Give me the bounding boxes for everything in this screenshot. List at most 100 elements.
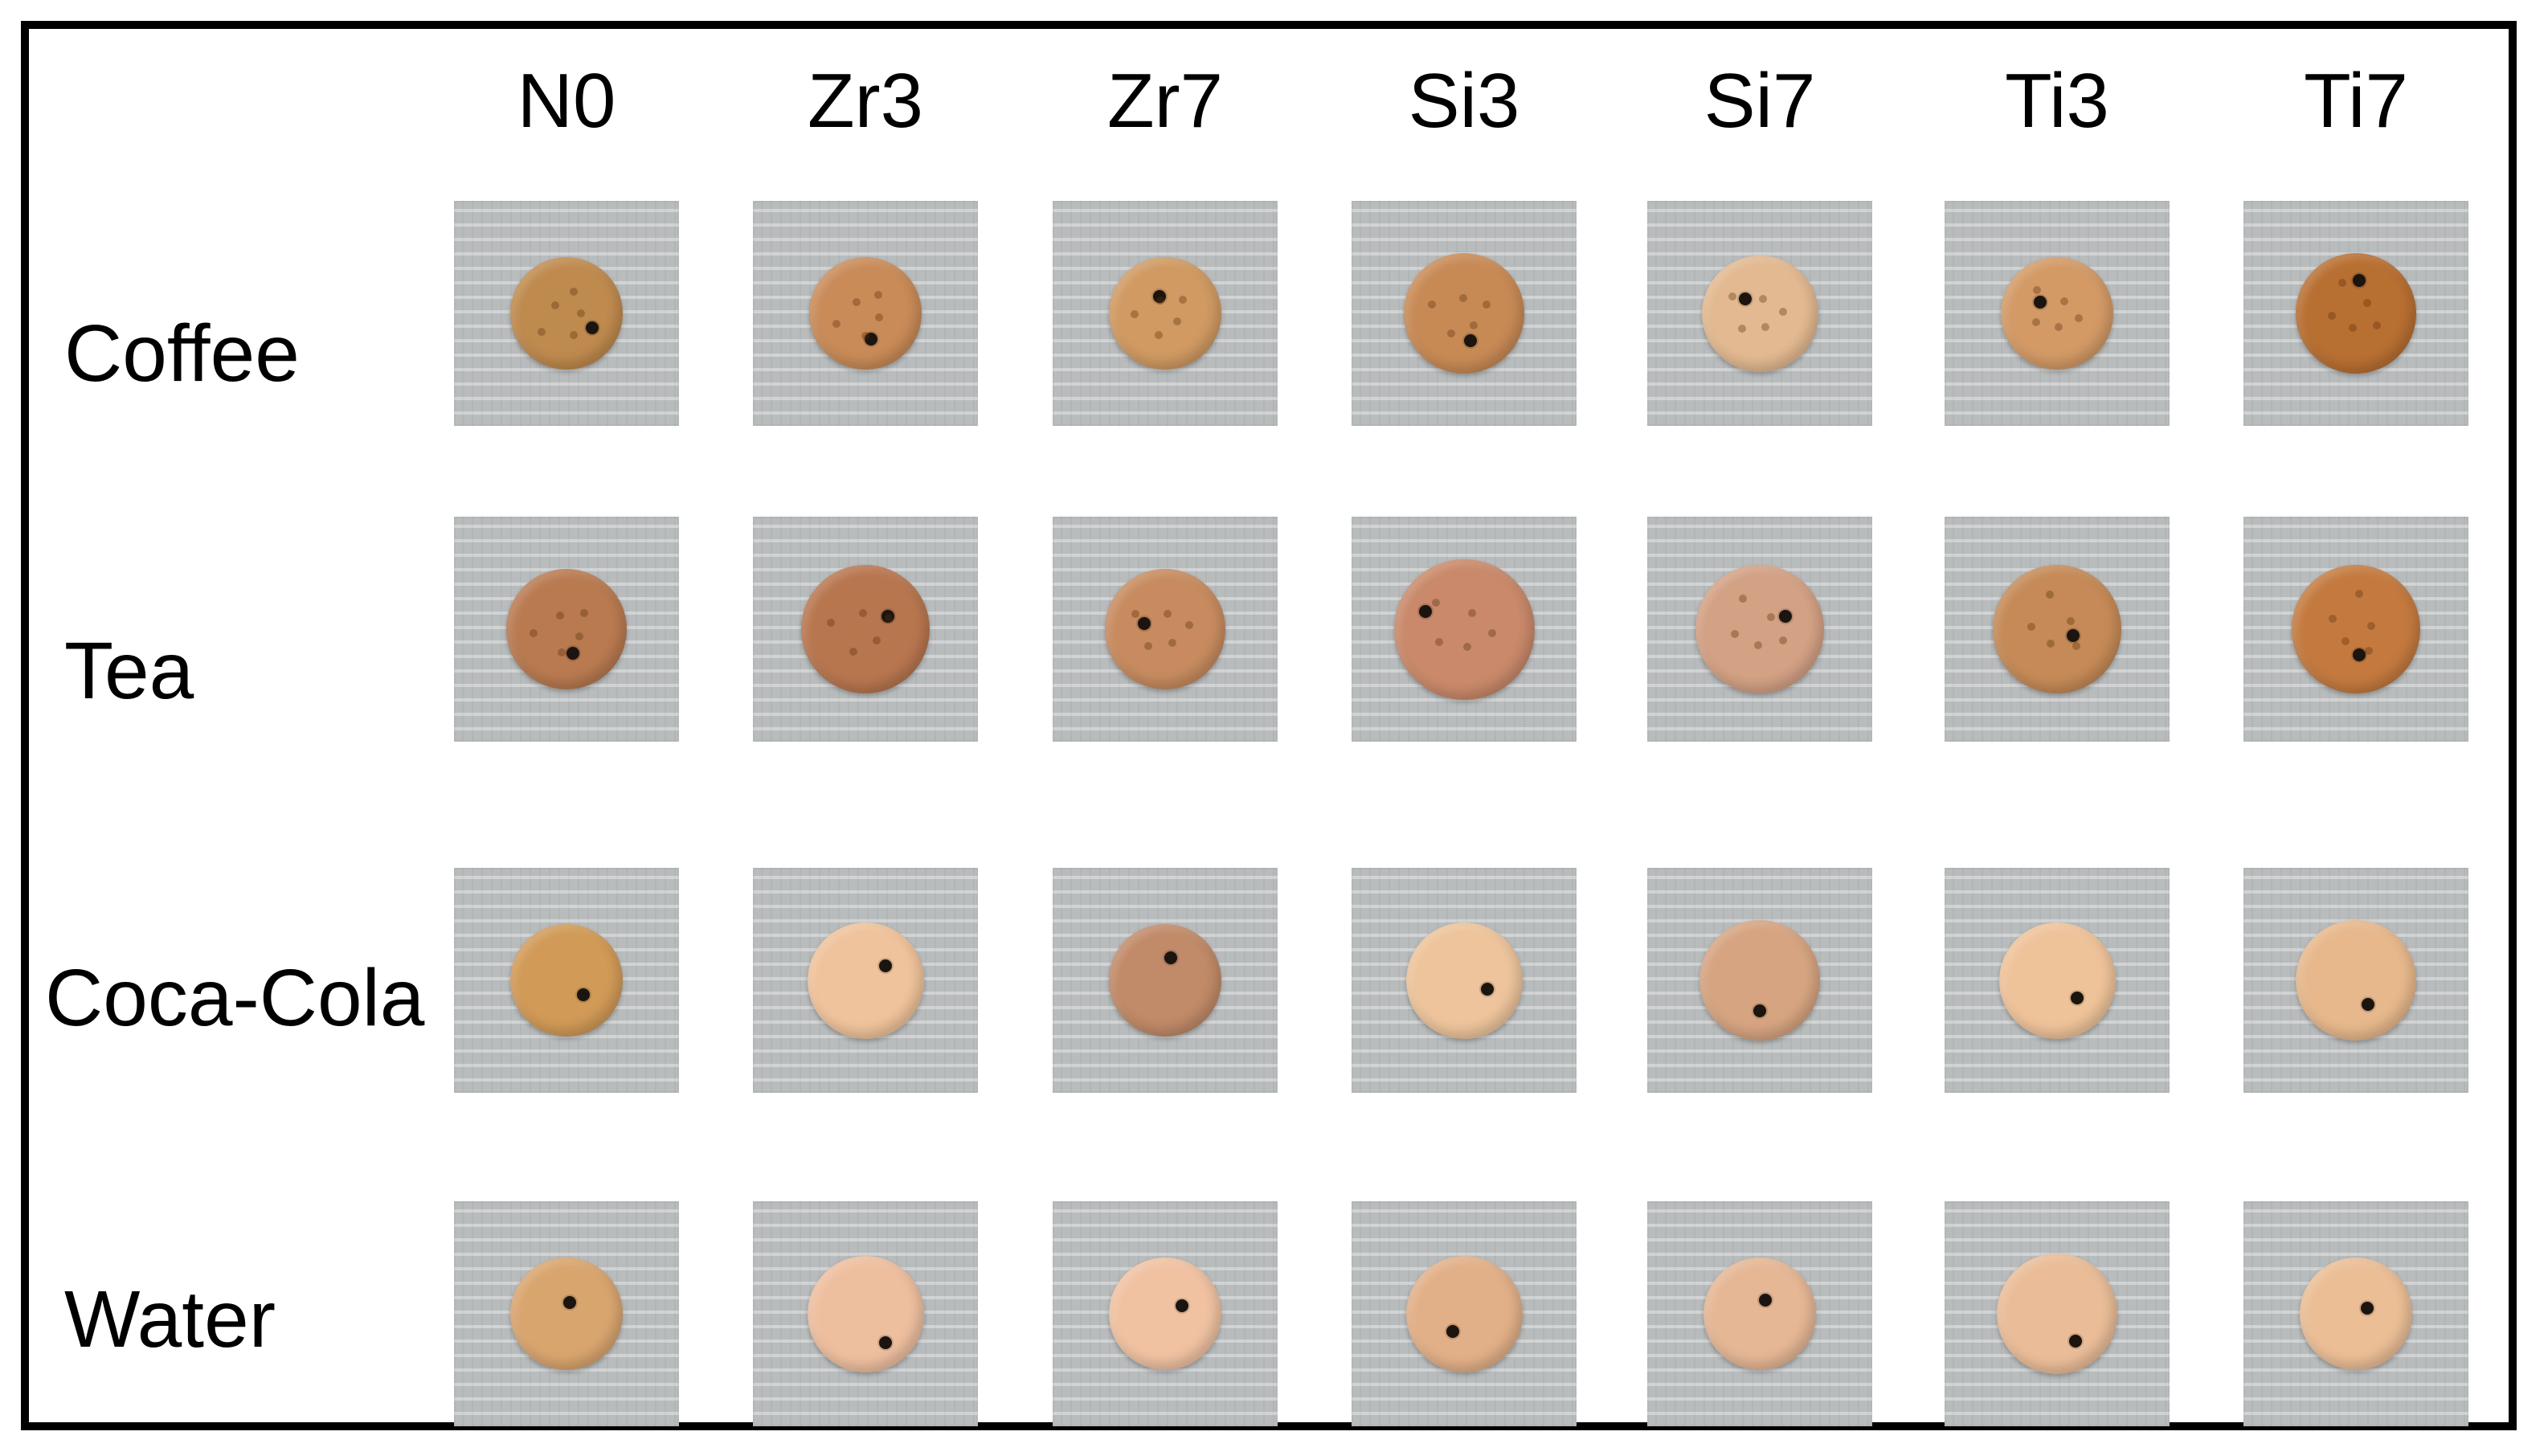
row-label-coca-cola: Coca-Cola [45,953,425,1043]
specimen-disc [1393,558,1535,700]
specimen-disc [1993,565,2121,693]
stain-speck [2341,637,2350,646]
stain-speck [1738,594,1747,603]
stain-speck [2367,621,2376,630]
column-label-zr3: Zr3 [808,58,923,144]
sample-tile-coffee-n0 [454,201,679,426]
stain-speck [1467,609,1476,618]
stain-speck [1446,329,1455,338]
stain-speck [859,609,868,618]
stain-speck [2354,590,2363,599]
sample-tile-water-n0 [454,1201,679,1426]
specimen-disc [1997,1254,2117,1374]
stain-speck [1435,638,1444,647]
stain-speck [2054,323,2063,332]
column-label-n0: N0 [517,58,616,144]
column-label-si7: Si7 [1703,58,1816,144]
stain-speck [826,619,835,628]
disc-hole [1153,290,1166,303]
stain-speck [569,288,578,297]
stain-speck [1179,295,1188,304]
specimen-disc [2296,920,2416,1041]
column-label-si3: Si3 [1408,58,1520,144]
specimen-disc [1703,1258,1816,1370]
stain-speck [2072,642,2080,651]
specimen-disc [1109,1258,1221,1370]
sample-tile-tea-ti3 [1945,517,2170,742]
stain-speck [1462,642,1471,651]
disc-hole [2361,1302,2374,1315]
stain-speck [1432,598,1441,607]
specimen-disc [510,257,623,370]
stain-speck [874,313,883,322]
row-label-water: Water [64,1274,276,1364]
specimen-disc [1109,924,1221,1037]
sample-tile-coca-cola-ti7 [2243,868,2468,1093]
row-label-coffee: Coffee [64,309,300,399]
sample-tile-coca-cola-si3 [1352,868,1577,1093]
sample-tile-tea-zr7 [1053,517,1278,742]
stain-speck [579,608,588,617]
specimen-disc [2300,1258,2412,1370]
stain-speck [2362,299,2371,308]
stain-speck [1778,307,1787,316]
stain-speck [556,611,565,620]
disc-hole [1463,333,1477,347]
stain-speck [2032,285,2041,294]
stain-speck [2328,615,2337,624]
stain-speck [2027,622,2036,631]
disc-hole [1176,1299,1188,1312]
disc-hole [1164,951,1177,964]
stain-speck [550,301,559,309]
sample-tile-coca-cola-ti3 [1945,868,2170,1093]
disc-hole [865,332,877,346]
sample-tile-tea-zr3 [753,517,978,742]
stain-speck [872,636,881,645]
stain-speck [1155,330,1164,339]
disc-hole [1137,616,1151,630]
stain-speck [832,319,840,328]
stain-speck [1779,636,1787,644]
stain-speck [849,648,857,656]
sample-tile-water-zr7 [1053,1201,1278,1426]
specimen-disc [807,922,924,1039]
stain-speck [1163,610,1172,619]
stain-speck [853,298,861,307]
stain-speck [2046,640,2055,648]
stain-speck [1459,294,1468,303]
specimen-disc [2001,257,2113,370]
stain-speck [1131,610,1140,619]
sample-tile-coffee-zr3 [753,201,978,426]
disc-hole [1738,292,1752,305]
stain-speck [1428,301,1437,309]
specimen-disc [2296,253,2416,374]
specimen-disc [809,257,922,370]
disc-hole [2362,998,2374,1011]
disc-hole [1446,1324,1459,1338]
stain-speck [1759,295,1768,304]
sample-tile-coca-cola-zr3 [753,868,978,1093]
sample-tile-coffee-ti3 [1945,201,2170,426]
disc-hole [2034,296,2047,309]
stain-speck [558,648,566,657]
disc-hole [1759,1293,1772,1307]
sample-tile-tea-si7 [1647,517,1872,742]
stain-speck [1156,296,1164,305]
sample-tile-coca-cola-n0 [454,868,679,1093]
stain-speck [1728,292,1737,301]
stain-speck [1172,317,1181,325]
stain-speck [1766,613,1775,622]
specimen-disc [1701,255,1818,372]
column-label-ti3: Ti3 [2005,58,2109,144]
disc-hole [881,610,894,623]
sample-tile-tea-ti7 [2243,517,2468,742]
stain-speck [861,331,870,340]
sample-tile-tea-n0 [454,517,679,742]
disc-hole [577,988,590,1001]
stain-speck [2328,312,2337,321]
specimen-disc [1404,253,1524,374]
disc-hole [879,1336,893,1350]
sample-tile-coffee-si7 [1647,201,1872,426]
row-label-tea: Tea [64,626,194,716]
stain-speck [1184,621,1193,630]
